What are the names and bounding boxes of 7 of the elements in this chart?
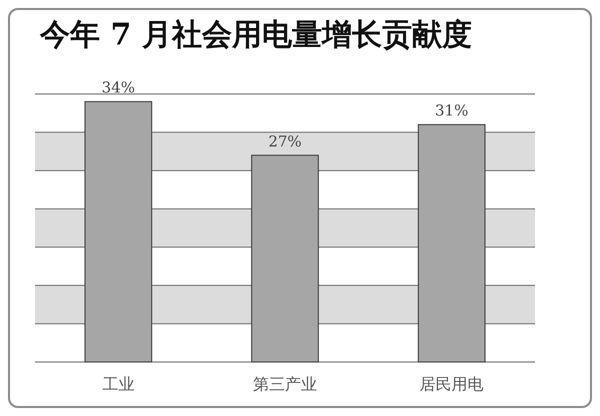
x-tick-label: 第三产业 [253, 374, 317, 394]
chart-title: 今年 7 月社会用电量增长贡献度 [39, 18, 472, 53]
x-tick-label: 居民用电 [420, 374, 484, 394]
data-label: 31% [434, 102, 468, 120]
data-label: 27% [268, 132, 302, 150]
x-tick-label: 工业 [102, 374, 134, 394]
data-label: 34% [102, 78, 136, 97]
